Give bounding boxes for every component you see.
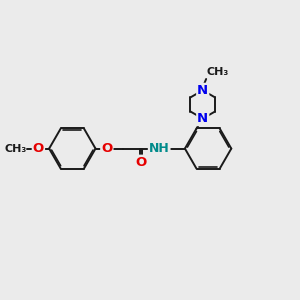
Text: O: O bbox=[101, 142, 112, 155]
Text: NH: NH bbox=[149, 142, 170, 155]
Text: N: N bbox=[197, 112, 208, 125]
Text: CH₃: CH₃ bbox=[4, 144, 26, 154]
Text: N: N bbox=[197, 84, 208, 97]
Text: O: O bbox=[135, 156, 146, 169]
Text: O: O bbox=[33, 142, 44, 155]
Text: CH₃: CH₃ bbox=[207, 67, 229, 77]
